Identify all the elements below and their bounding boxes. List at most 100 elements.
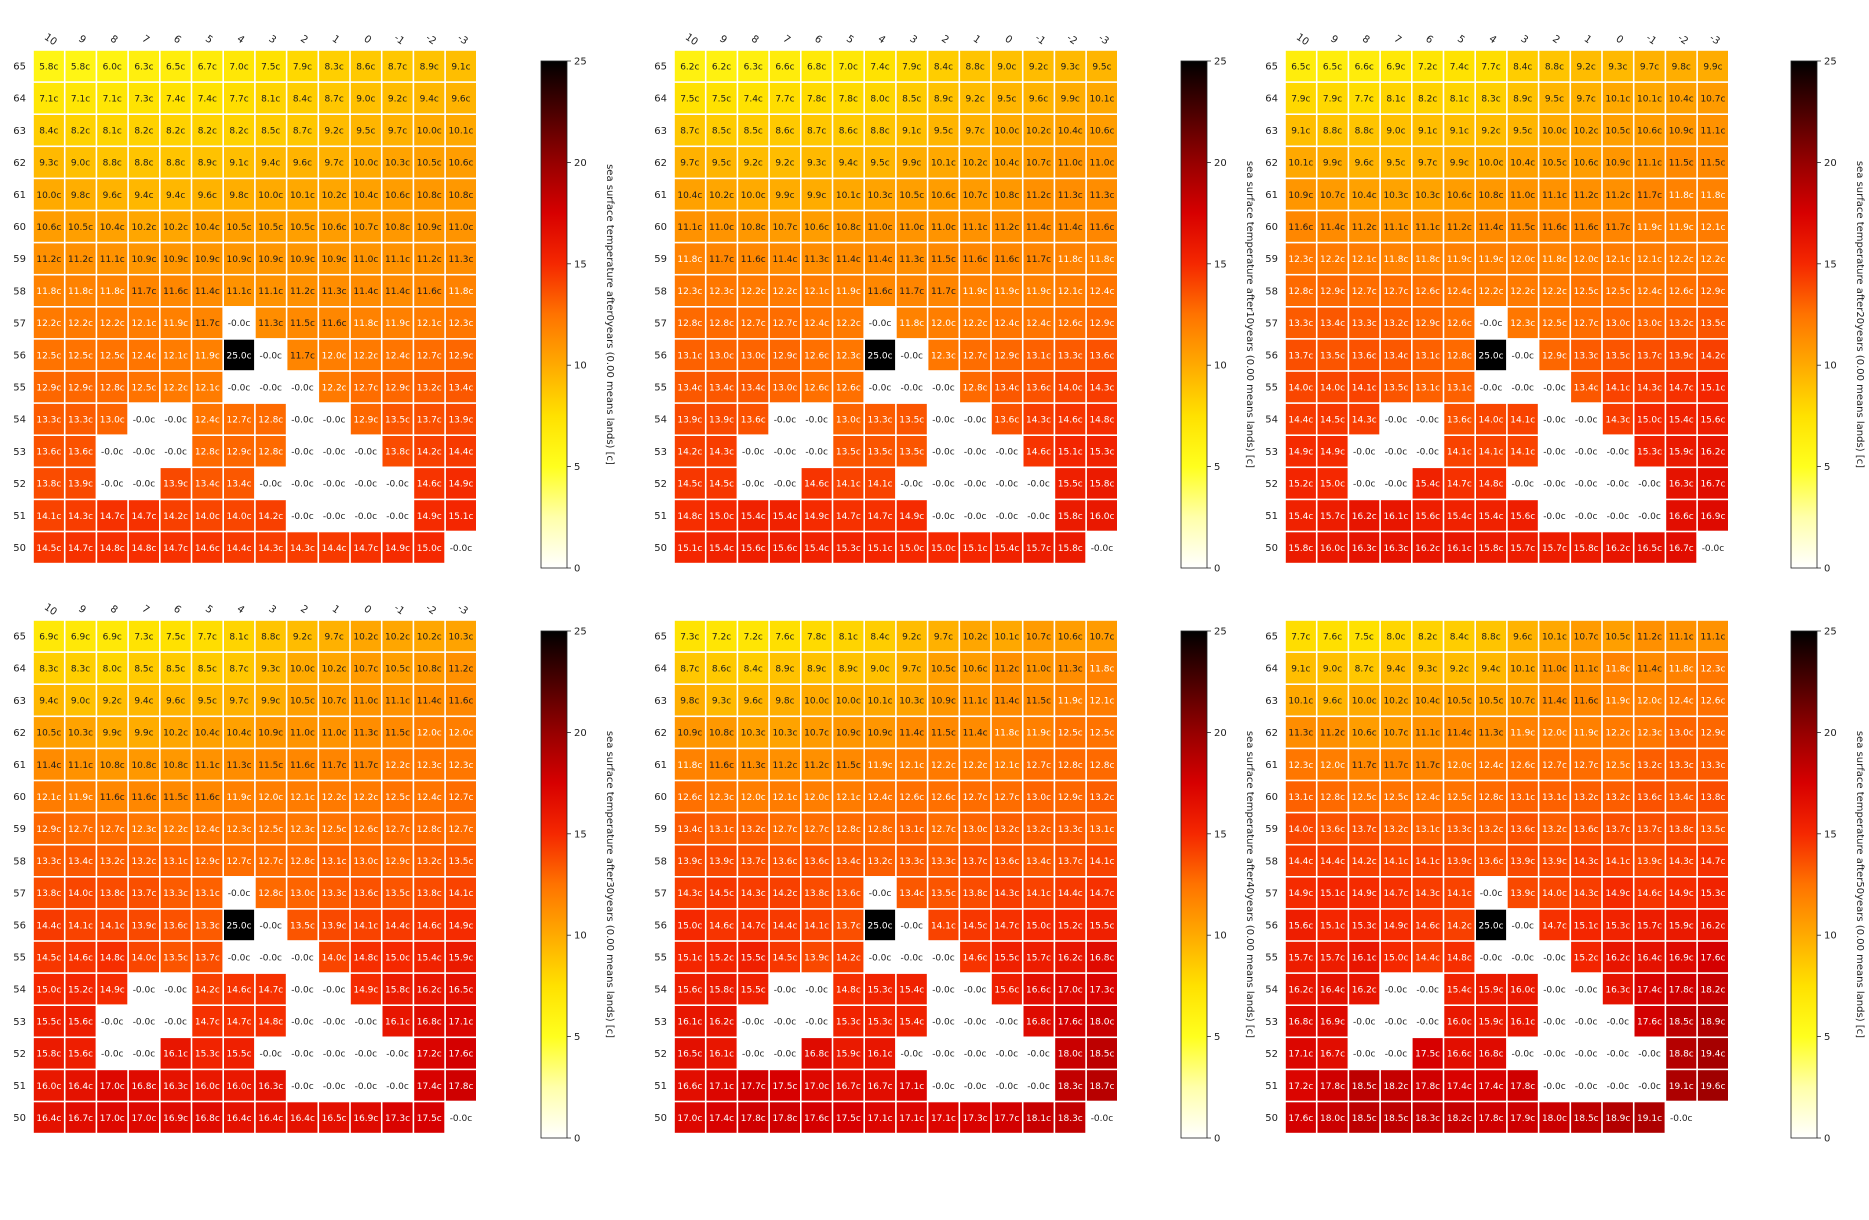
y-tick-label: 63 (13, 696, 26, 707)
heatmap-cell (1023, 115, 1054, 146)
cell-value-label: 13.3c (868, 415, 893, 425)
heatmap-cell (160, 339, 191, 371)
heatmap-cell (1602, 115, 1633, 146)
heatmap-cell (350, 243, 381, 274)
cell-value-label: 8.8c (103, 159, 122, 169)
cell-value-label: 17.6c (1058, 1018, 1083, 1028)
cell-value-label: 12.3c (290, 825, 315, 835)
colorbar-tick-label: 10 (574, 931, 587, 942)
cell-value-label: 11.9c (385, 319, 410, 329)
cell-value-label: 8.8c (261, 632, 280, 642)
heatmap-cell (445, 82, 476, 114)
cell-value-label: 11.4c (417, 697, 442, 707)
cell-value-label: 12.1c (1637, 255, 1662, 265)
heatmap-cell (674, 371, 705, 403)
cell-value-label: 17.8c (1415, 1082, 1440, 1092)
cell-value-label: 13.2c (1089, 793, 1114, 803)
cell-value-label: 12.5c (385, 793, 410, 803)
heatmap-cell (738, 275, 769, 306)
heatmap-cell (414, 275, 445, 306)
cell-value-label: -0.0c (805, 985, 828, 995)
cell-value-label: 13.6c (772, 857, 797, 867)
cell-value-label: 11.2c (994, 223, 1019, 233)
cell-value-label: 9.6c (1355, 159, 1374, 169)
cell-value-label: 10.7c (1383, 729, 1408, 739)
cell-value-label: 14.3c (1574, 889, 1599, 899)
cell-value-label: 15.0c (931, 544, 956, 554)
cell-value-label: 13.1c (1089, 825, 1114, 835)
cell-value-label: 19.1c (1637, 1114, 1662, 1124)
y-tick-label: 55 (654, 953, 667, 964)
heatmap-cell (833, 50, 864, 82)
heatmap-cell (1055, 371, 1086, 403)
colorbar-tick-label: 20 (574, 158, 587, 169)
y-tick-label: 64 (1265, 94, 1278, 105)
y-tick-label: 65 (654, 62, 667, 73)
cell-value-label: 14.5c (36, 953, 61, 963)
cell-value-label: 10.0c (741, 191, 766, 201)
cell-value-label: 17.5c (1415, 1050, 1440, 1060)
cell-value-label: 15.7c (1026, 544, 1051, 554)
cell-value-label: 8.9c (198, 159, 217, 169)
cell-value-label: 11.0c (353, 255, 378, 265)
heatmap-cell (97, 115, 128, 146)
cell-value-label: 14.6c (1058, 415, 1083, 425)
heatmap-cell (1349, 179, 1380, 210)
cell-value-label: 14.4c (1288, 415, 1313, 425)
cell-value-label: 10.2c (163, 223, 188, 233)
heatmap-cell (833, 532, 864, 563)
cell-value-label: 15.0c (1026, 921, 1051, 931)
cell-value-label: 12.3c (709, 793, 734, 803)
cell-value-label: 16.6c (1026, 985, 1051, 995)
y-tick-label: 57 (654, 318, 667, 329)
cell-value-label: 13.7c (1637, 825, 1662, 835)
cell-value-label: 15.8c (36, 1050, 61, 1060)
cell-value-label: 14.3c (1574, 857, 1599, 867)
cell-value-label: -0.0c (932, 448, 955, 458)
cell-value-label: 11.8c (448, 287, 473, 297)
heatmap-cell (865, 243, 896, 274)
cell-value-label: 18.5c (1352, 1114, 1377, 1124)
heatmap-cell (255, 436, 286, 467)
y-tick-label: 65 (13, 62, 26, 73)
cell-value-label: 10.9c (290, 255, 315, 265)
cell-value-label: -0.0c (1480, 383, 1503, 393)
cell-value-label: 7.4c (870, 62, 889, 72)
cell-value-label: -0.0c (1511, 953, 1534, 963)
heatmap-cell (1349, 211, 1380, 242)
cell-value-label: 11.7c (899, 287, 924, 297)
cell-value-label: 15.4c (741, 512, 766, 522)
cell-value-label: 11.6c (131, 793, 156, 803)
heatmap-cell (224, 243, 255, 274)
heatmap-cell (128, 243, 159, 274)
cell-value-label: -0.0c (133, 415, 156, 425)
cell-value-label: 7.2c (712, 632, 731, 642)
cell-value-label: 12.5c (322, 825, 347, 835)
cell-value-label: -0.0c (1607, 1018, 1630, 1028)
heatmap-cell (1023, 403, 1054, 435)
cell-value-label: 11.2c (68, 255, 93, 265)
cell-value-label: 14.7c (353, 544, 378, 554)
cell-value-label: 11.2c (1605, 191, 1630, 201)
cell-value-label: 7.7c (1481, 62, 1500, 72)
cell-value-label: 15.0c (1383, 953, 1408, 963)
heatmap-cell (801, 82, 832, 114)
cell-value-label: 14.2c (417, 448, 442, 458)
cell-value-label: -0.0c (900, 1050, 923, 1060)
cell-value-label: 12.4c (868, 793, 893, 803)
cell-value-label: 12.0c (804, 793, 829, 803)
cell-value-label: 16.4c (290, 1114, 315, 1124)
cell-value-label: 13.6c (836, 889, 861, 899)
cell-value-label: 13.4c (836, 857, 861, 867)
cell-value-label: 10.4c (227, 729, 252, 739)
cell-value-label: 13.4c (227, 480, 252, 490)
cell-value-label: 14.8c (1089, 415, 1114, 425)
cell-value-label: 15.4c (417, 953, 442, 963)
y-tick-label: 61 (13, 760, 26, 771)
cell-value-label: 12.1c (417, 319, 442, 329)
cell-value-label: 12.4c (1415, 793, 1440, 803)
cell-value-label: 14.8c (353, 953, 378, 963)
cell-value-label: 13.8c (100, 889, 125, 899)
cell-value-label: 11.5c (163, 793, 188, 803)
cell-value-label: 15.4c (1447, 985, 1472, 995)
